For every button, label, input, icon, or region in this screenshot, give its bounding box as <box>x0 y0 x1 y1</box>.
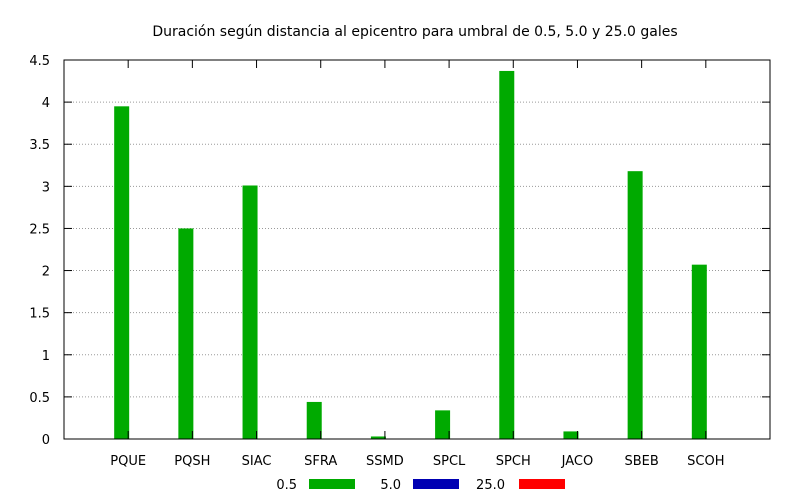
legend-swatch <box>309 479 355 489</box>
x-tick-label: PQUE <box>110 454 146 469</box>
bar-siac-0_5 <box>242 185 258 439</box>
x-tick-label: SPCH <box>496 454 531 469</box>
legend: 0.5 5.0 25.0 <box>276 478 565 493</box>
y-tick-label: 4 <box>42 96 50 111</box>
x-tick-label: SFRA <box>304 454 337 469</box>
grid <box>64 101 770 398</box>
bar-spcl-0_5 <box>435 410 451 439</box>
y-tick-label: 1 <box>42 349 50 364</box>
x-tick-label: JACO <box>561 454 594 469</box>
bar-sfra-0_5 <box>306 401 322 439</box>
legend-swatch <box>519 479 565 489</box>
legend-label: 0.5 <box>276 478 297 493</box>
x-tick-label: SIAC <box>242 454 272 469</box>
y-tick-label: 2 <box>42 265 50 280</box>
bar-ssmd-0_5 <box>370 436 386 439</box>
x-tick-label: SBEB <box>624 454 658 469</box>
y-tick-label: 4.5 <box>29 54 50 69</box>
bar-jaco-0_5 <box>563 431 579 439</box>
y-tick-label: 0 <box>42 433 50 448</box>
bar-scoh-0_5 <box>691 264 707 439</box>
bars <box>114 70 707 440</box>
legend-swatch <box>413 479 459 489</box>
y-tick-label: 0.5 <box>29 391 50 406</box>
bar-sbeb-0_5 <box>627 171 643 439</box>
axis-ticks: 0 0.5 1 1.5 2 2.5 3 3.5 4 4.5 PQUE PQSH SIAC SFRA SSMD… <box>29 54 770 469</box>
x-tick-label: PQSH <box>174 454 210 469</box>
legend-label: 25.0 <box>476 478 505 493</box>
bar-pque-0_5 <box>114 106 130 440</box>
y-tick-label: 3 <box>42 180 50 195</box>
x-tick-label: SPCL <box>433 454 466 469</box>
chart-title: Duración según distancia al epicentro pa… <box>152 24 677 40</box>
y-tick-label: 2.5 <box>29 222 50 237</box>
y-tick-label: 3.5 <box>29 138 50 153</box>
legend-label: 5.0 <box>380 478 401 493</box>
x-tick-label: SSMD <box>366 454 404 469</box>
bar-pqsh-0_5 <box>178 228 194 439</box>
plot-frame <box>63 59 771 440</box>
y-tick-label: 1.5 <box>29 307 50 322</box>
x-tick-label: SCOH <box>687 454 724 469</box>
bar-spch-0_5 <box>499 70 515 440</box>
